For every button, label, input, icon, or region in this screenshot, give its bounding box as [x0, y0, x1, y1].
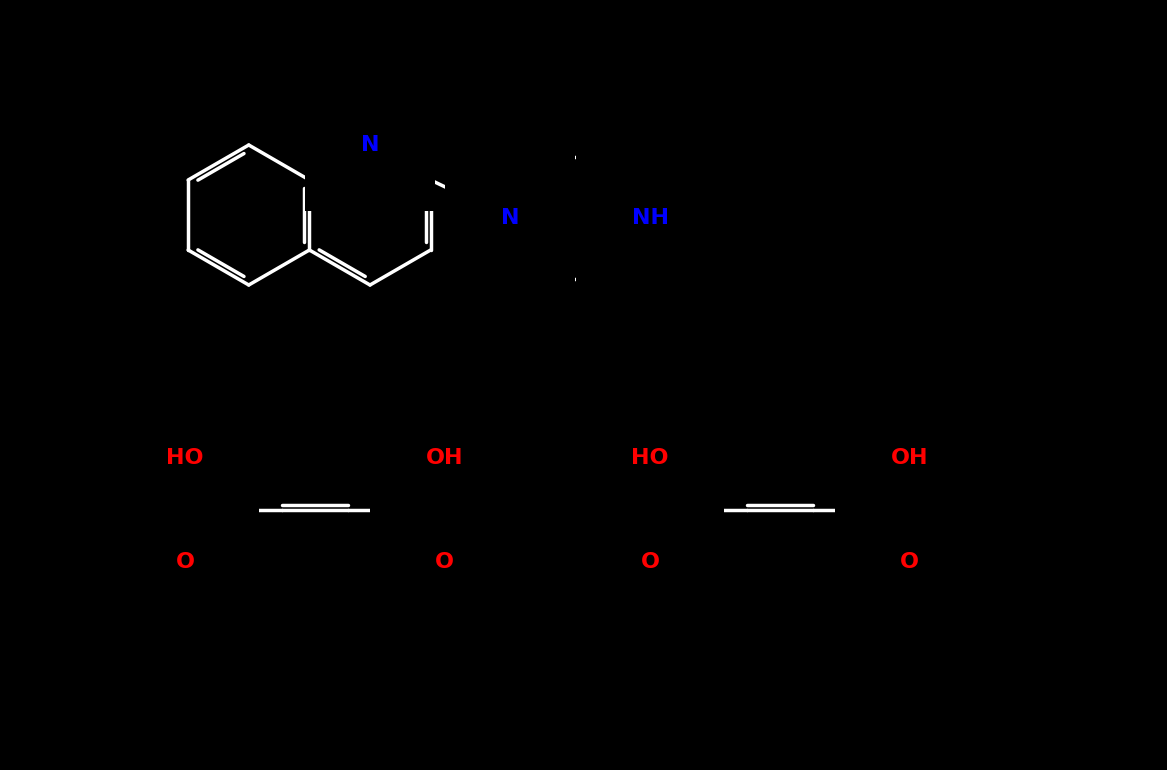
Text: N: N	[501, 208, 519, 228]
Text: N: N	[361, 135, 379, 155]
Text: O: O	[175, 552, 195, 572]
Text: HO: HO	[167, 448, 204, 468]
Text: O: O	[641, 552, 659, 572]
Text: HO: HO	[631, 448, 669, 468]
Text: O: O	[900, 552, 918, 572]
Text: O: O	[435, 552, 454, 572]
Text: OH: OH	[890, 448, 928, 468]
Text: NH: NH	[631, 208, 669, 228]
Text: OH: OH	[426, 448, 463, 468]
